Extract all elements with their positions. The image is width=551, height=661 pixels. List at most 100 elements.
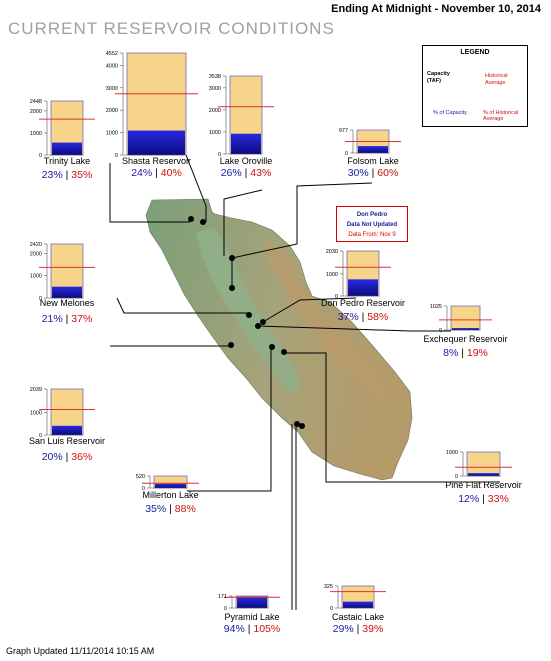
pct-separator: | [458,347,467,359]
pct-capacity: 21% [42,313,63,325]
legend-title: LEGEND [460,49,490,56]
notice-line-2: Data Not Updated [346,222,398,228]
reservoir-percentages: 20% | 36% [42,451,93,463]
tick-label: 0 [39,296,42,302]
pct-historical: 88% [175,503,196,515]
legend-box: LEGEND Capacity (TAF) Historical Average… [422,45,528,127]
tick-label: 0 [115,153,118,159]
pct-historical: 35% [71,169,92,181]
pct-historical: 37% [71,313,92,325]
reservoir-name: Shasta Reservoir [122,156,191,166]
central-valley [196,228,300,392]
report-date: Ending At Midnight - November 10, 2014 [331,3,541,15]
tick-label: 2448 [30,99,42,105]
california-map [145,198,413,481]
pct-historical: 40% [161,167,182,179]
tick-label: 1000 [106,131,118,137]
reservoir-name: Exchequer Reservoir [423,334,507,344]
pct-separator: | [242,167,251,179]
tick-label: 2039 [30,387,42,393]
page-title: CURRENT RESERVOIR CONDITIONS [8,19,335,38]
reservoir-percentages: 8% | 19% [443,347,488,359]
dam-marker-exchequer-reservoir [255,323,261,329]
dam-marker-millerton-lake [269,344,275,350]
pct-separator: | [63,451,72,463]
pct-capacity: 20% [42,451,63,463]
leader-line-folsom-lake [231,182,373,289]
reservoir-percentages: 23% | 35% [42,169,93,181]
pct-capacity: 35% [145,503,166,515]
dam-marker-pyramid-lake [294,421,300,427]
leader-line-lake-oroville [223,189,263,256]
pct-separator: | [479,493,488,505]
pct-historical: 39% [362,623,383,635]
reservoir-name: New Melones [40,298,95,308]
pct-separator: | [63,169,72,181]
capacity-bar [466,451,501,477]
pct-historical: 105% [253,623,280,635]
reservoir-name: Pine Flat Reservoir [445,480,522,490]
leader-line-new-melones [116,297,248,314]
connector-lines [109,154,500,610]
reservoir-name: Pyramid Lake [224,612,279,622]
pct-separator: | [245,623,254,635]
dam-marker-trinity-lake [188,216,194,222]
legend-historical-label: Historical Average [485,73,508,86]
graph-updated: Graph Updated 11/11/2014 10:15 AM [6,646,155,656]
tick-label: 0 [330,606,333,612]
legend-capacity-label: Capacity (TAF) [427,71,450,84]
pct-separator: | [359,311,368,323]
pct-historical: 58% [367,311,388,323]
pct-capacity: 8% [443,347,458,359]
storage-bar [155,483,186,488]
reservoir-trinity-lake: 2448 2000 1000 0 Trinity Lake 23% | 35% [30,99,95,181]
tick-label: 2030 [326,249,338,255]
storage-bar [52,142,82,155]
storage-bar [237,596,267,608]
tick-label: 0 [142,486,145,492]
leader-line-exchequer-reservoir [257,325,451,332]
pct-capacity: 30% [348,167,369,179]
tick-label: 1000 [209,130,221,136]
tick-label: 171 [218,594,227,600]
storage-bar [358,146,388,153]
reservoir-name: Lake Oroville [220,156,273,166]
tick-label: 2000 [30,109,42,115]
tick-label: 3000 [106,86,118,92]
storage-bar [52,286,82,298]
dam-marker-shasta-reservoir [200,219,206,225]
reservoir-percentages: 21% | 37% [42,313,93,325]
reservoir-percentages: 26% | 43% [221,167,272,179]
notice-line-3: Data From: Nov 9 [348,232,396,238]
dam-marker-lake-oroville [229,285,235,291]
legend-pct-historical-label: % of Historical Average [483,110,519,122]
pct-capacity: 12% [458,493,479,505]
pct-capacity: 26% [221,167,242,179]
pct-capacity: 29% [333,623,354,635]
pct-capacity: 37% [338,311,359,323]
tick-label: 4000 [106,63,118,69]
reservoir-name: Millerton Lake [142,490,198,500]
leader-line-millerton-lake [187,347,272,492]
leader-line-trinity-lake [109,163,190,223]
tick-label: 3000 [209,86,221,92]
reservoir-shasta-reservoir: 4552 4000 3000 2000 1000 0 Shasta Reservoir24%… [106,51,198,179]
capacity-bar [450,305,481,331]
pct-historical: 33% [488,493,509,505]
tick-label: 0 [455,474,458,480]
reservoir-percentages: 94% | 105% [224,623,280,635]
tick-label: 4552 [106,51,118,57]
pct-capacity: 23% [42,169,63,181]
pct-historical: 36% [71,451,92,463]
reservoir-name: San Luis Reservoir [29,436,105,446]
reservoir-name: Folsom Lake [347,156,399,166]
dam-marker-pine-flat-reservoir [281,349,287,355]
